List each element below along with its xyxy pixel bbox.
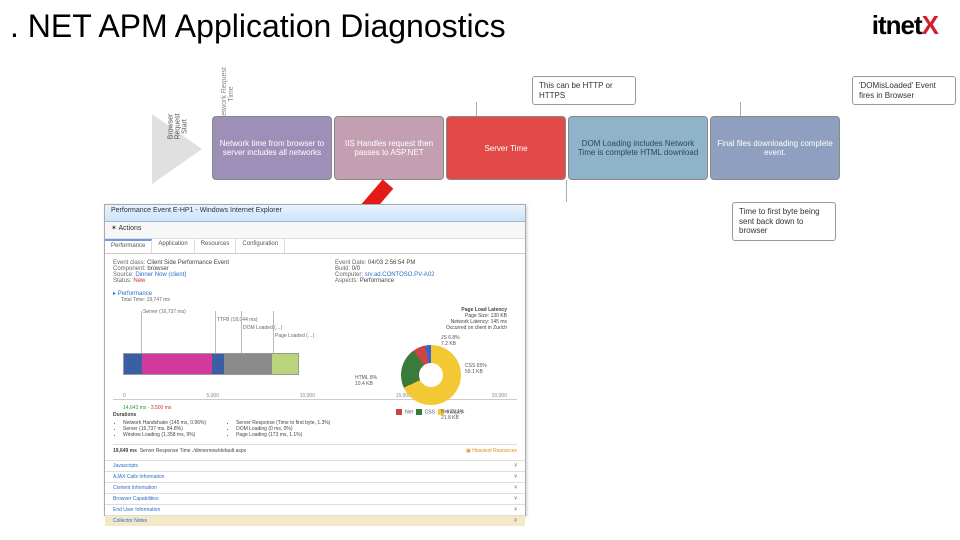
callout-2: Time to first byte being sent back down … [732,202,836,241]
slide-title: . NET APM Application Diagnostics [10,8,506,45]
callout-1: 'DOMisLoaded' Event fires in Browser [852,76,956,105]
tab-application[interactable]: Application [152,239,194,253]
donut-label-1: Net 20.1%21.8 KB [441,409,464,421]
logo-text-a: itnet [872,10,922,40]
donut-chart: CSS 65%59.1 KBNet 20.1%21.8 KBHTML 8%10.… [351,345,511,415]
timeline-seg-2 [212,354,224,374]
timeline-seg-3 [224,354,272,374]
timeline-seg-0 [124,354,142,374]
durations-title: Durations [113,412,136,418]
tab-strip: PerformanceApplicationResourcesConfigura… [105,239,525,254]
actions-bar[interactable]: ✶ Actions [105,222,525,239]
zoom-range: 14,643 ms · 3,500 ms [123,405,171,411]
field-status: Status: New [113,278,295,284]
expand-ajax-calls-information[interactable]: AJAX Calls Information¥ [105,471,525,482]
tab-performance[interactable]: Performance [105,239,152,253]
tab-resources[interactable]: Resources [195,239,237,253]
actions-label: Actions [118,225,141,232]
donut-label-3: JS 6.8%7.2 KB [441,335,460,347]
latency-summary-box: Page Load Latency Page Size: 130 KB Netw… [387,307,507,331]
donut-label-2: HTML 8%10.4 KB [355,375,377,387]
window-titlebar: Performance Event E-HP1 - Windows Intern… [105,205,525,222]
pipeline-box-2: Server Time [446,116,566,180]
event-body: Event class: Client Side Performance Eve… [105,254,525,460]
brace-label: Network Request Time [221,64,235,124]
logo-text-b: X [922,10,938,40]
tab-configuration[interactable]: Configuration [236,239,285,253]
start-triangle-label: Browser Request Start [168,107,189,147]
timeline-seg-1 [142,354,212,374]
logo: itnetX [872,10,938,41]
section-title: ▸ Performance [113,290,517,297]
expand-end-user-information[interactable]: End User Information¥ [105,504,525,515]
pipeline-box-0: Network time from browser to server incl… [212,116,332,180]
donut-label-0: CSS 65%59.1 KB [465,363,487,375]
pin-label-0: Server (16,737 ms) [143,309,186,315]
expand-javascripts[interactable]: Javascripts¥ [105,460,525,471]
timeline-chart: Page Load Latency Page Size: 130 KB Netw… [113,307,517,400]
expand-content-information[interactable]: Content Information¥ [105,482,525,493]
apm-screenshot: Performance Event E-HP1 - Windows Intern… [104,204,526,516]
expand-collector-notes[interactable]: Collector Notes¥ [105,515,525,526]
pin-label-2: DOM Loaded (…) [243,325,282,331]
pin-label-1: TTFB (18,044 ms) [217,317,258,323]
pipeline-box-1: IIS Handles request then passes to ASP.N… [334,116,444,180]
bottom-row: 19,649 ms Server Response Time ./dinnern… [113,448,246,454]
pipeline-diagram: Browser Request Start Network Request Ti… [152,84,952,214]
pipeline-box-4: Final files downloading complete event. [710,116,840,180]
heaviest-link[interactable]: Heaviest Resources [472,448,517,454]
expand-browser-capabilities[interactable]: Browser Capabilities¥ [105,493,525,504]
timeline-seg-4 [272,354,298,374]
callout-0: This can be HTTP or HTTPS [532,76,636,105]
pin-label-3: Page Loaded (…) [275,333,314,339]
field-aspects: Aspects: Performance [335,278,517,284]
section-subline: Total Time: 19,747 ms [121,297,517,303]
pipeline-box-3: DOM Loading includes Network Time is com… [568,116,708,180]
